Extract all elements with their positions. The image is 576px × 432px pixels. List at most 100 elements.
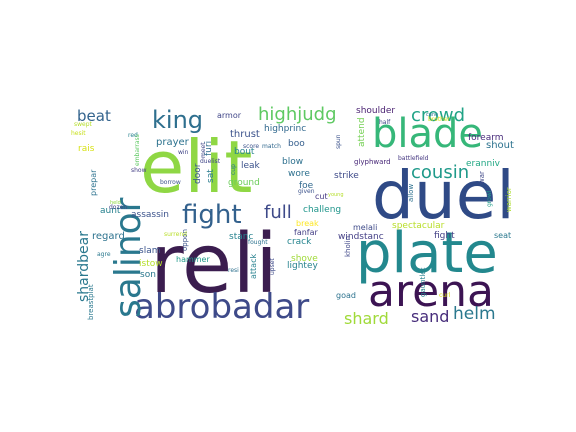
word-furi: furi <box>204 141 214 156</box>
word-shove: shove <box>291 254 318 264</box>
word-stanc: stanc <box>229 232 253 242</box>
word-cut: cut <box>315 192 328 201</box>
word-half: half <box>379 119 391 126</box>
word-fight: fight <box>182 200 242 230</box>
word-duel: duel <box>372 157 515 234</box>
word-hammer: hammer <box>176 255 210 264</box>
word-son: son <box>140 270 156 280</box>
word-attend: attend <box>357 117 367 147</box>
word-curl: curl <box>439 292 451 299</box>
word-shardbear: shardbear <box>76 231 92 302</box>
word-highprinc: highprinc <box>264 124 306 134</box>
word-blow: blow <box>282 157 303 167</box>
word-agre: agre <box>97 251 111 258</box>
word-glyphward: glyphward <box>354 158 391 166</box>
word-score: score <box>243 143 259 150</box>
word-breastplat: breastplat <box>87 284 95 320</box>
word-meet: meet <box>200 142 207 158</box>
word-aunt: aunt <box>100 206 121 216</box>
word-strike: strike <box>334 171 359 181</box>
word-held: held <box>110 200 121 206</box>
word-regard: regard <box>92 231 125 242</box>
word-cane: cane <box>426 112 438 118</box>
word-helm: helm <box>453 304 496 324</box>
word-duelist: duelist <box>200 158 221 165</box>
word-blade: blade <box>372 111 483 157</box>
word-challeng: challeng <box>303 205 341 215</box>
word-dozen: dozen <box>109 204 127 211</box>
word-kholin: kholin <box>344 236 352 257</box>
word-given: given <box>298 188 315 195</box>
word-upset: upset <box>269 258 276 275</box>
word-ground: ground <box>228 178 260 188</box>
word-spectacular: spectacular <box>392 221 445 231</box>
word-shout: shout <box>486 140 514 151</box>
word-elit: elit <box>140 125 253 209</box>
word-slam: slam <box>139 246 160 256</box>
word-windstanc: windstanc <box>338 232 384 242</box>
word-fought: fought <box>248 239 268 246</box>
word-assassin: assassin <box>131 210 169 220</box>
word-shoulder: shoulder <box>356 106 395 116</box>
word-highjudg: highjudg <box>258 104 337 125</box>
word-fight-2: fight <box>434 231 455 241</box>
word-goad: goad <box>336 291 356 300</box>
word-sand: sand <box>411 307 449 326</box>
word-foe: foe <box>299 181 314 191</box>
word-attack: attack <box>249 254 258 279</box>
word-match: match <box>262 143 281 150</box>
word-brother: brother <box>428 116 451 123</box>
word-gauntlet: gauntlet <box>419 267 427 297</box>
word-show: show <box>131 167 147 174</box>
word-full: full <box>264 202 292 223</box>
word-lightey: lightey <box>287 261 318 271</box>
word-shard: shard <box>344 309 389 328</box>
word-boo: boo <box>288 139 305 149</box>
word-young: young <box>328 192 344 198</box>
word-seat: seat <box>494 231 511 240</box>
word-abrobadar: abrobadar <box>134 287 309 327</box>
word-forearm: forearm <box>468 133 504 143</box>
word-beat: beat <box>77 107 111 125</box>
word-rais: rais <box>78 144 95 154</box>
word-resi: resi <box>228 267 239 274</box>
word-embarrass: embarrass <box>134 134 141 166</box>
word-melali: melali <box>353 223 377 232</box>
word-leak: leak <box>241 161 261 171</box>
word-king: king <box>152 106 203 134</box>
word-growl: growl <box>486 190 493 207</box>
word-door: door <box>193 163 203 184</box>
word-reli: reli <box>150 217 278 312</box>
word-crowd: crowd <box>411 105 465 126</box>
word-sat: sat <box>206 169 216 183</box>
word-bout: bout <box>234 147 255 157</box>
word-cousin: cousin <box>411 162 469 183</box>
word-prepar: prepar <box>89 169 98 196</box>
word-istow: istow <box>139 259 163 269</box>
word-war: war <box>478 171 486 184</box>
word-prayer: prayer <box>156 137 190 148</box>
word-allow: allow <box>407 184 415 202</box>
word-win: win <box>178 149 189 156</box>
word-warrior: warrior <box>505 187 513 212</box>
word-spun: spun <box>335 134 342 149</box>
word-red: red <box>128 132 138 139</box>
word-wore: wore <box>288 169 310 179</box>
word-oppon: oppon <box>181 229 189 251</box>
word-arena: arena <box>368 266 494 317</box>
word-thrust: thrust <box>230 129 260 140</box>
word-hesit: hesit <box>71 130 86 137</box>
word-borrow: borrow <box>160 179 181 186</box>
word-salinor: salinor <box>108 197 149 318</box>
word-cup: cup <box>230 164 237 175</box>
word-fanfar: fanfar <box>294 228 319 237</box>
word-break: break <box>296 219 319 228</box>
word-swept: swept <box>74 121 93 128</box>
word-eranniv: eranniv <box>466 159 501 169</box>
word-battlefield: battlefield <box>398 155 429 162</box>
word-armor: armor <box>217 111 242 120</box>
word-crack: crack <box>287 237 312 247</box>
word-surrend: surrend <box>164 231 187 238</box>
word-plate: plate <box>356 221 498 286</box>
